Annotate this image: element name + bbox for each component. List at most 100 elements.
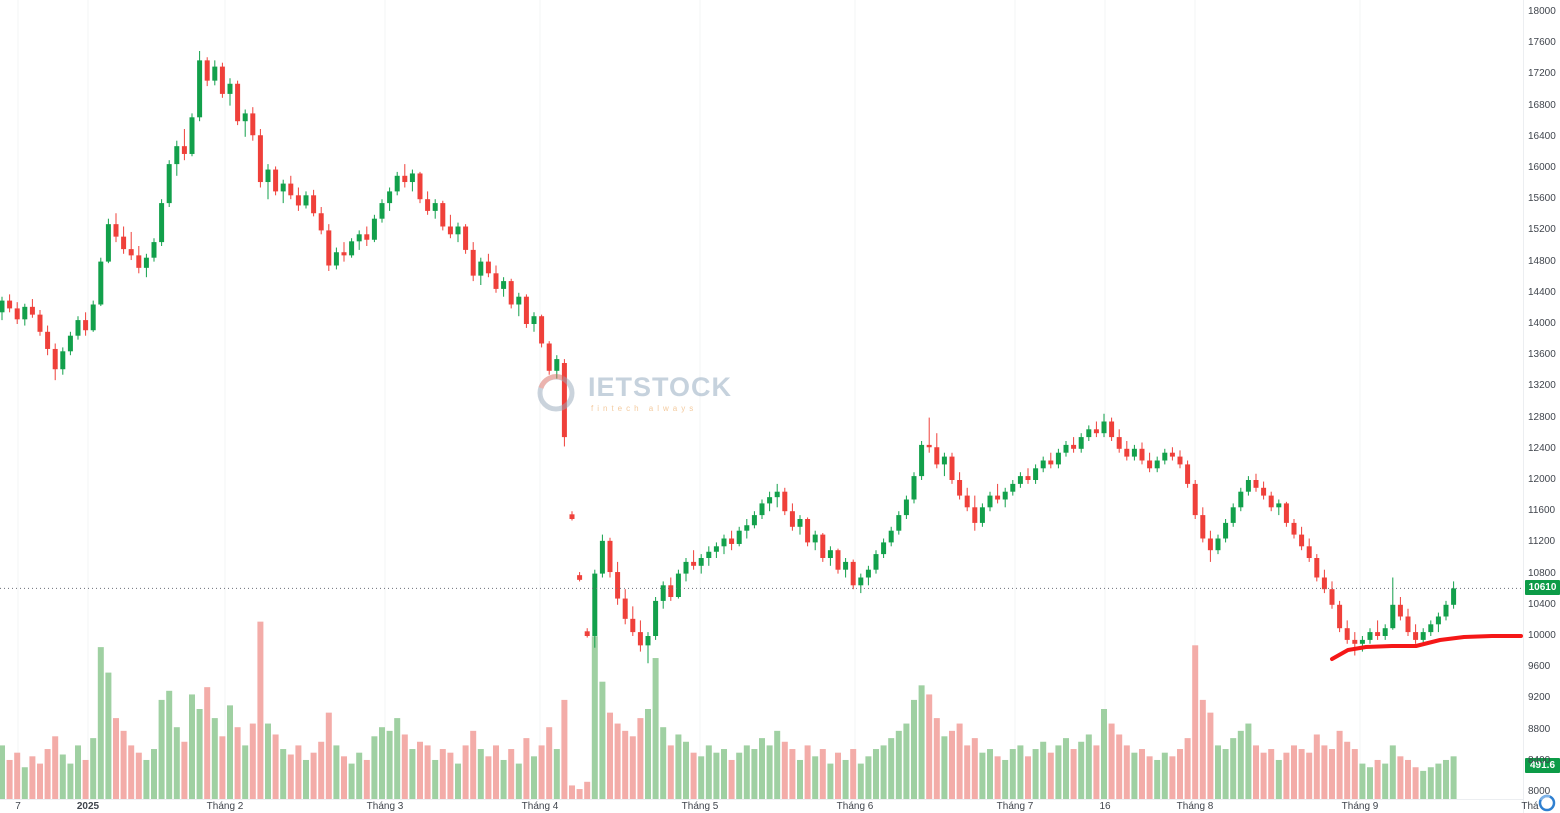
candle-body xyxy=(850,561,856,586)
candle-body xyxy=(432,203,438,211)
volume-bar xyxy=(447,752,454,800)
candle-body xyxy=(683,561,689,574)
vietstock-logo-icon[interactable] xyxy=(1538,794,1556,812)
volume-bar xyxy=(538,745,545,800)
volume-bar xyxy=(67,763,74,800)
price-tick-label: 16800 xyxy=(1528,99,1556,111)
price-tick-label: 8400 xyxy=(1528,754,1551,766)
candle-body xyxy=(1245,480,1251,492)
volume-bar xyxy=(819,749,826,800)
candle-body xyxy=(820,534,826,558)
candle-body xyxy=(1306,546,1312,558)
candle-body xyxy=(637,632,643,646)
candle-body xyxy=(242,113,248,122)
volume-bar xyxy=(310,752,317,800)
volume-bar xyxy=(44,749,51,800)
volume-bar xyxy=(987,749,993,800)
candle-body xyxy=(1017,476,1023,484)
volume-bar xyxy=(348,763,355,800)
price-tick-label: 13600 xyxy=(1528,349,1556,361)
candlestick-chart[interactable] xyxy=(0,0,1523,813)
candle-body xyxy=(1086,429,1092,438)
candle-body xyxy=(1154,460,1160,469)
candle-body xyxy=(774,491,780,498)
candle-body xyxy=(1048,460,1054,465)
candle-body xyxy=(1185,464,1191,484)
candle-body xyxy=(1352,639,1358,644)
candle-body xyxy=(1299,534,1305,547)
candle-body xyxy=(1230,507,1236,523)
volume-bar xyxy=(401,734,408,800)
volume-bar xyxy=(774,730,781,800)
drawing-annotation[interactable] xyxy=(1330,634,1523,661)
time-axis[interactable]: 7 2025 Tháng 2 Tháng 3 Tháng 4 Tháng 5 Tháng 6… xyxy=(0,799,1560,813)
candle-body xyxy=(349,241,355,256)
candle-body xyxy=(463,226,469,250)
price-tick-label: 13200 xyxy=(1528,380,1556,392)
candle-body xyxy=(561,363,567,438)
candle-body xyxy=(1276,503,1282,508)
volume-bar xyxy=(14,752,21,800)
candle-body xyxy=(273,169,279,192)
candle-body xyxy=(485,261,491,274)
volume-bar xyxy=(645,709,651,800)
volume-bar xyxy=(1131,752,1138,800)
volume-bar xyxy=(607,712,613,800)
volume-bar xyxy=(59,754,66,800)
price-tick-label: 15600 xyxy=(1528,193,1556,205)
candle-body xyxy=(843,561,849,570)
price-axis[interactable]: 10610 491.6 18000 17600 17200 16800 16400 160… xyxy=(1523,0,1560,813)
candle-body xyxy=(668,585,674,597)
candle-body xyxy=(371,218,377,240)
volume-bar xyxy=(462,745,469,800)
candle-body xyxy=(151,242,157,258)
candle-body xyxy=(957,480,963,496)
candle-body xyxy=(1413,632,1419,640)
volume-bar xyxy=(705,745,712,800)
candle-body xyxy=(698,558,704,566)
candle-body xyxy=(1078,437,1084,449)
candle-body xyxy=(60,351,66,370)
candle-body xyxy=(478,261,484,276)
candle-body xyxy=(607,540,613,573)
candle-body xyxy=(531,316,537,324)
volume-bar xyxy=(1412,767,1419,800)
volume-bar xyxy=(1359,763,1366,800)
candle-body xyxy=(318,213,324,231)
candle-body xyxy=(630,618,636,633)
candle-body xyxy=(356,234,362,242)
volume-bar xyxy=(371,736,378,800)
volume-bar xyxy=(151,749,157,800)
volume-bar xyxy=(1040,741,1047,800)
volume-bar xyxy=(432,759,439,800)
volume-bar xyxy=(1321,745,1328,800)
time-tick-label: Tháng 6 xyxy=(836,801,874,812)
volume-bar xyxy=(204,687,211,800)
candle-body xyxy=(1139,448,1145,461)
candle-body xyxy=(972,507,978,523)
price-tick-label: 12000 xyxy=(1528,474,1556,485)
volume-bar xyxy=(1047,752,1054,800)
volume-bar xyxy=(1237,730,1244,800)
volume-bar xyxy=(128,745,135,800)
volume-bar xyxy=(1427,767,1434,800)
candle-body xyxy=(622,598,628,619)
time-tick-label: Tháng 3 xyxy=(366,801,404,812)
candle-body xyxy=(1223,522,1229,539)
volume-bar xyxy=(37,763,43,800)
price-tick-label: 14400 xyxy=(1528,286,1556,298)
candle-body xyxy=(569,514,575,519)
candle-body xyxy=(75,320,81,336)
candle-body xyxy=(1382,628,1388,636)
candle-body xyxy=(227,83,233,94)
time-tick-label: Tháng 9 xyxy=(1341,801,1379,812)
volume-bar xyxy=(1298,749,1305,800)
candle-body xyxy=(22,306,28,320)
candle-body xyxy=(250,113,256,136)
candle-body xyxy=(1451,588,1457,605)
candle-body xyxy=(174,146,180,165)
candle-body xyxy=(1124,448,1130,457)
candle-body xyxy=(1093,429,1099,434)
volume-bar xyxy=(979,752,986,800)
